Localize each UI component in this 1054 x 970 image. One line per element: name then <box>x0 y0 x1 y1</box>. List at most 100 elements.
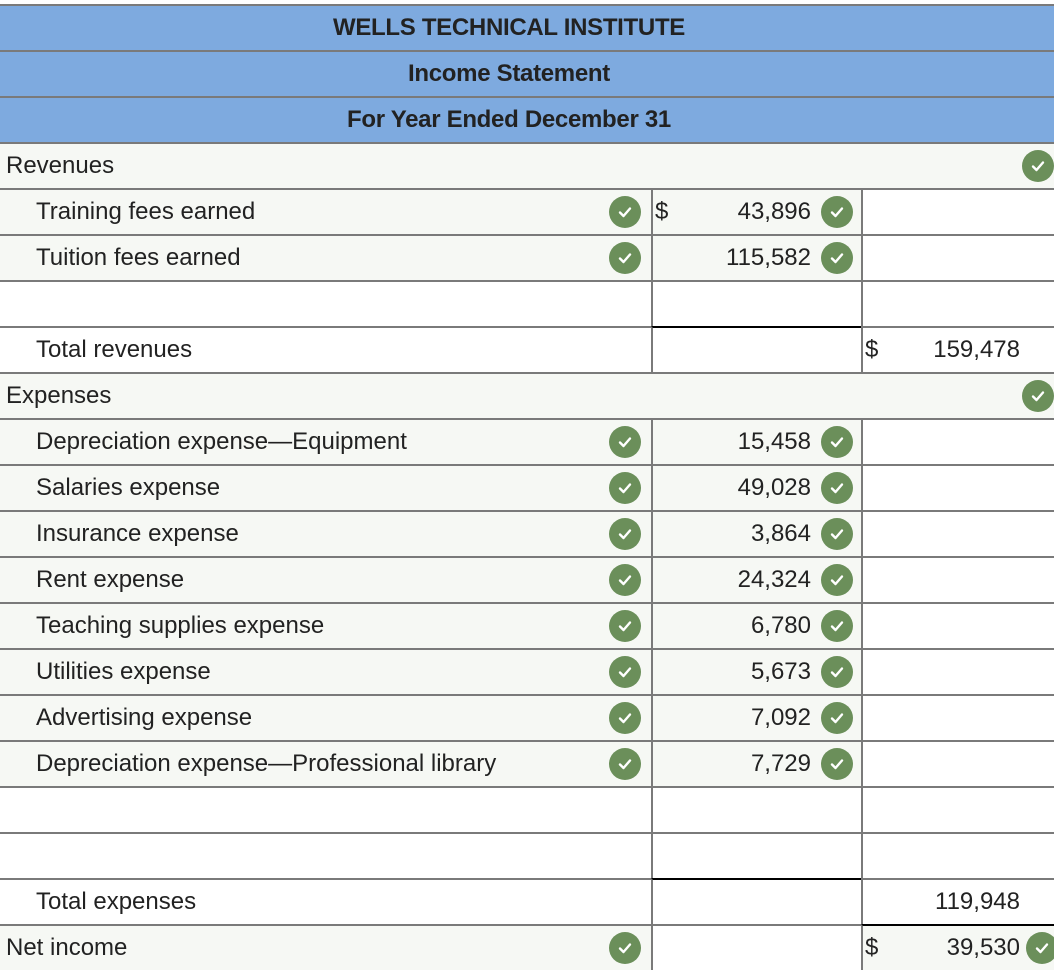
revenue-amount: 115,582 <box>726 244 811 271</box>
check-circle-icon <box>609 564 641 596</box>
revenues-label-cell[interactable]: Revenues <box>0 144 1054 188</box>
expense-label-cell[interactable]: Advertising expense <box>0 696 651 740</box>
check-circle-icon <box>821 472 853 504</box>
expense-label-cell[interactable]: Rent expense <box>0 558 651 602</box>
blank-label-cell[interactable] <box>0 788 651 832</box>
expense-row: Salaries expense 49,028 <box>0 464 1054 510</box>
currency-symbol: $ <box>865 336 879 363</box>
blank-amount-cell[interactable] <box>651 834 861 878</box>
revenue-row: Training fees earned $ 43,896 <box>0 188 1054 234</box>
check-circle-icon <box>609 472 641 504</box>
blank-row <box>0 786 1054 832</box>
currency-symbol: $ <box>655 198 669 225</box>
total-cell[interactable] <box>861 236 1054 280</box>
total-cell[interactable] <box>861 466 1054 510</box>
expense-item-label: Rent expense <box>36 566 185 593</box>
currency-symbol: $ <box>865 934 879 961</box>
check-circle-icon <box>609 702 641 734</box>
revenue-amount-cell[interactable]: 115,582 <box>651 236 861 280</box>
expense-amount-cell[interactable]: 15,458 <box>651 420 861 464</box>
expense-label-cell[interactable]: Depreciation expense—Equipment <box>0 420 651 464</box>
total-expenses-amount-cell[interactable]: 119,948 <box>861 880 1054 924</box>
check-circle-icon <box>1026 932 1054 964</box>
blank-label-cell[interactable] <box>0 834 651 878</box>
total-expenses-label: Total expenses <box>36 888 197 915</box>
total-revenues-label-cell[interactable]: Total revenues <box>0 328 651 372</box>
blank-amount-cell[interactable] <box>651 788 861 832</box>
revenue-item-label: Training fees earned <box>36 198 256 225</box>
total-revenues-row: Total revenues $ 159,478 <box>0 326 1054 372</box>
check-circle-icon <box>609 426 641 458</box>
expense-amount: 6,780 <box>750 612 811 639</box>
blank-total-cell[interactable] <box>861 788 1054 832</box>
expense-item-label: Teaching supplies expense <box>36 612 325 639</box>
blank-amount-cell[interactable] <box>651 282 861 326</box>
total-cell[interactable] <box>861 420 1054 464</box>
expense-amount-cell[interactable]: 6,780 <box>651 604 861 648</box>
total-cell[interactable] <box>861 190 1054 234</box>
net-income-amount-cell[interactable]: $ 39,530 <box>861 924 1054 970</box>
net-income-label-cell[interactable]: Net income <box>0 926 651 970</box>
expenses-section-row: Expenses <box>0 372 1054 418</box>
revenue-row: Tuition fees earned 115,582 <box>0 234 1054 280</box>
expense-item-label: Utilities expense <box>36 658 211 685</box>
expense-amount: 3,864 <box>750 520 811 547</box>
expense-item-label: Depreciation expense—Equipment <box>36 428 407 455</box>
expense-amount-cell[interactable]: 7,092 <box>651 696 861 740</box>
expense-amount: 15,458 <box>737 428 811 455</box>
total-cell[interactable] <box>861 696 1054 740</box>
check-circle-icon <box>821 656 853 688</box>
total-cell[interactable] <box>861 650 1054 694</box>
net-income-mid-cell[interactable] <box>651 926 861 970</box>
expense-label-cell[interactable]: Utilities expense <box>0 650 651 694</box>
total-expenses-mid-cell[interactable] <box>651 878 861 924</box>
blank-total-cell[interactable] <box>861 282 1054 326</box>
check-circle-icon <box>821 564 853 596</box>
total-cell[interactable] <box>861 558 1054 602</box>
expense-amount-cell[interactable]: 49,028 <box>651 466 861 510</box>
revenue-amount-cell[interactable]: $ 43,896 <box>651 190 861 234</box>
blank-row <box>0 832 1054 878</box>
total-revenues-label: Total revenues <box>36 336 193 363</box>
revenue-item-label: Tuition fees earned <box>36 244 241 271</box>
expense-amount-cell[interactable]: 24,324 <box>651 558 861 602</box>
total-cell[interactable] <box>861 604 1054 648</box>
expense-label-cell[interactable]: Insurance expense <box>0 512 651 556</box>
net-income-label: Net income <box>6 934 128 961</box>
total-cell[interactable] <box>861 512 1054 556</box>
blank-label-cell[interactable] <box>0 282 651 326</box>
total-expenses-label-cell[interactable]: Total expenses <box>0 880 651 924</box>
expense-label-cell[interactable]: Teaching supplies expense <box>0 604 651 648</box>
expense-amount-cell[interactable]: 7,729 <box>651 742 861 786</box>
expense-amount-cell[interactable]: 5,673 <box>651 650 861 694</box>
expense-row: Advertising expense 7,092 <box>0 694 1054 740</box>
check-circle-icon <box>821 610 853 642</box>
expense-row: Depreciation expense—Professional librar… <box>0 740 1054 786</box>
expense-label-cell[interactable]: Depreciation expense—Professional librar… <box>0 742 651 786</box>
blank-total-cell[interactable] <box>861 834 1054 878</box>
expense-row: Utilities expense 5,673 <box>0 648 1054 694</box>
check-circle-icon <box>609 932 641 964</box>
check-circle-icon <box>609 196 641 228</box>
expense-label-cell[interactable]: Salaries expense <box>0 466 651 510</box>
expenses-label-cell[interactable]: Expenses <box>0 374 1054 418</box>
expense-row: Insurance expense 3,864 <box>0 510 1054 556</box>
revenue-label-cell[interactable]: Tuition fees earned <box>0 236 651 280</box>
statement-period: For Year Ended December 31 <box>0 96 1054 142</box>
revenue-label-cell[interactable]: Training fees earned <box>0 190 651 234</box>
revenues-label: Revenues <box>6 152 115 179</box>
total-cell[interactable] <box>861 742 1054 786</box>
check-circle-icon <box>609 748 641 780</box>
total-revenues-amount-cell[interactable]: $ 159,478 <box>861 328 1054 372</box>
blank-row <box>0 280 1054 326</box>
check-circle-icon <box>609 518 641 550</box>
expense-amount-cell[interactable]: 3,864 <box>651 512 861 556</box>
expense-amount: 49,028 <box>737 474 811 501</box>
total-revenues-amount: 159,478 <box>933 336 1020 363</box>
check-circle-icon <box>1022 150 1054 182</box>
expense-amount: 24,324 <box>737 566 811 593</box>
check-circle-icon <box>821 426 853 458</box>
total-revenues-mid-cell[interactable] <box>651 326 861 372</box>
total-expenses-row: Total expenses 119,948 <box>0 878 1054 924</box>
expense-row: Depreciation expense—Equipment 15,458 <box>0 418 1054 464</box>
